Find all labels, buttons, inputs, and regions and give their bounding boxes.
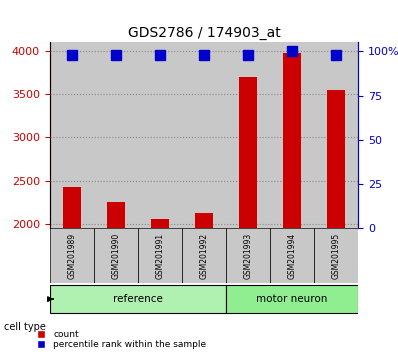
Bar — [270, 228, 314, 283]
Bar — [50, 285, 226, 313]
Text: GSM201993: GSM201993 — [244, 233, 253, 279]
Bar — [283, 53, 301, 354]
Bar — [94, 228, 138, 283]
Bar — [226, 228, 270, 283]
Text: motor neuron: motor neuron — [256, 294, 328, 304]
Text: GSM201991: GSM201991 — [155, 233, 164, 279]
Bar — [138, 228, 182, 283]
Bar — [226, 285, 358, 313]
Bar — [327, 90, 345, 354]
Title: GDS2786 / 174903_at: GDS2786 / 174903_at — [128, 26, 280, 40]
Bar — [182, 228, 226, 283]
Bar — [270, 42, 314, 228]
Bar — [239, 77, 257, 354]
Bar — [63, 188, 80, 354]
Bar — [50, 42, 94, 228]
Bar — [107, 202, 125, 354]
Bar — [50, 228, 94, 283]
Text: GSM201989: GSM201989 — [67, 233, 76, 279]
Text: GSM201990: GSM201990 — [111, 233, 120, 279]
Bar — [94, 42, 138, 228]
Bar — [138, 42, 182, 228]
Bar — [151, 218, 169, 354]
Text: GSM201994: GSM201994 — [288, 233, 297, 279]
Bar — [226, 42, 270, 228]
Text: cell type: cell type — [4, 322, 46, 332]
Bar — [182, 42, 226, 228]
Text: GSM201992: GSM201992 — [199, 233, 209, 279]
Text: GSM201995: GSM201995 — [332, 233, 341, 279]
Bar — [195, 213, 213, 354]
Text: reference: reference — [113, 294, 163, 304]
Bar — [314, 228, 358, 283]
Bar — [314, 42, 358, 228]
Legend: count, percentile rank within the sample: count, percentile rank within the sample — [32, 330, 206, 349]
